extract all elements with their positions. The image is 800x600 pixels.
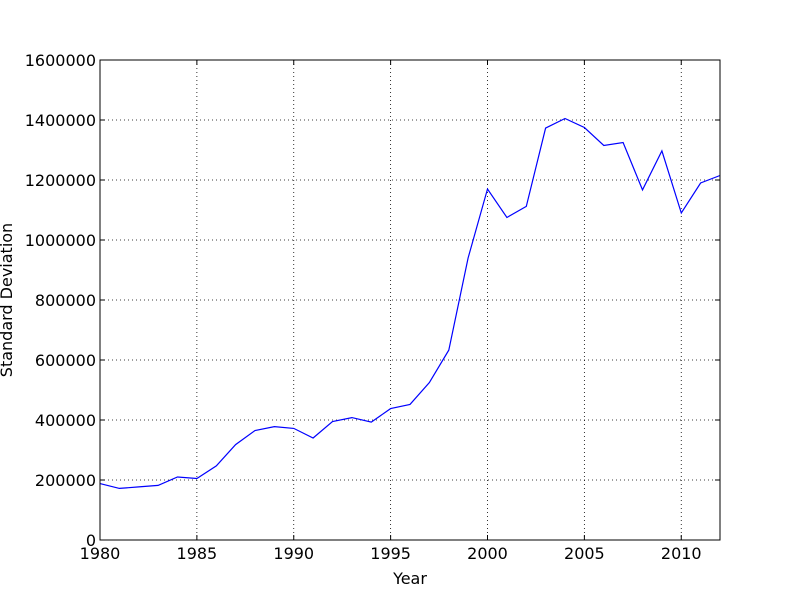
y-tick-label: 1200000	[25, 171, 96, 190]
y-tick-label: 600000	[35, 351, 96, 370]
y-tick-label: 1000000	[25, 231, 96, 250]
y-axis-label: Standard Deviation	[0, 223, 16, 377]
y-tick-label: 1400000	[25, 111, 96, 130]
y-tick-label: 800000	[35, 291, 96, 310]
y-tick-labels: 0 200000 400000 600000 800000 1000000 1200000 1…	[25, 51, 96, 550]
x-tick-labels: 1980 1985 1990 1995 2000 2005 2010	[80, 544, 702, 563]
series-line	[99, 117, 721, 490]
x-axis-label: Year	[392, 569, 427, 588]
x-tick-label: 2000	[467, 544, 508, 563]
x-tick-label: 2005	[564, 544, 605, 563]
x-tick-label: 1995	[370, 544, 411, 563]
y-tick-label: 1600000	[25, 51, 96, 70]
y-tick-label: 200000	[35, 471, 96, 490]
x-tick-label: 2010	[661, 544, 702, 563]
y-tick-label: 0	[86, 531, 96, 550]
x-tick-label: 1985	[177, 544, 218, 563]
axis-ticks	[99, 59, 720, 541]
y-tick-label: 400000	[35, 411, 96, 430]
x-tick-label: 1980	[80, 544, 121, 563]
x-tick-label: 1990	[273, 544, 314, 563]
